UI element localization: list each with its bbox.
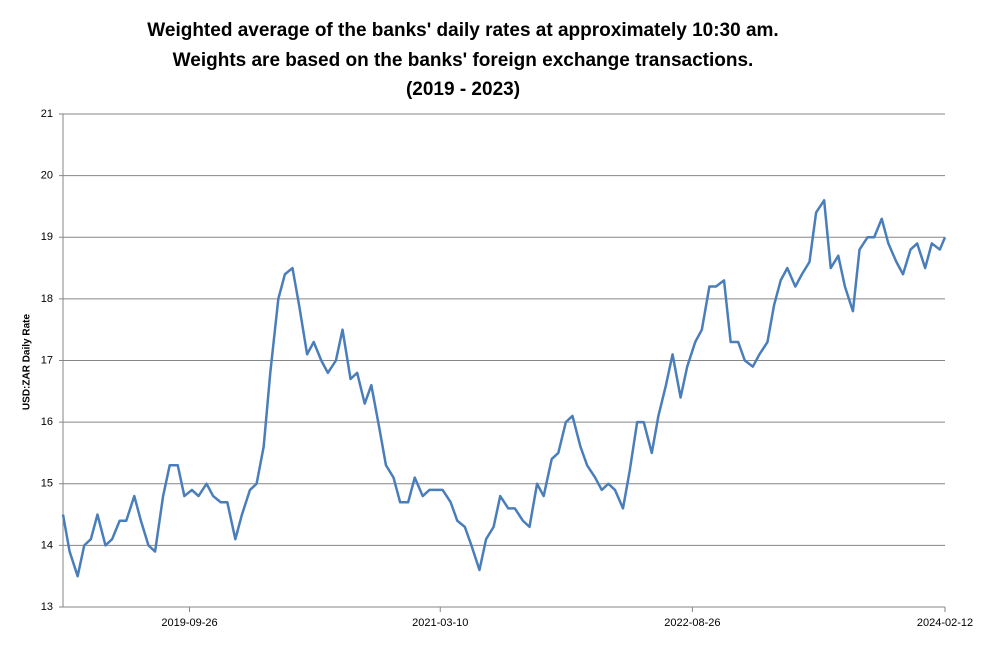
y-tick-label: 20 xyxy=(41,170,53,182)
y-tick-label: 14 xyxy=(41,539,53,551)
y-tick-label: 19 xyxy=(41,231,53,243)
data-line xyxy=(61,199,947,578)
chart-title: (2019 - 2023) xyxy=(406,79,520,100)
y-tick-label: 16 xyxy=(41,416,53,428)
y-tick-label: 13 xyxy=(41,601,53,613)
y-axis-title: USD:ZAR Daily Rate xyxy=(22,314,33,411)
x-tick-label: 2019-09-26 xyxy=(161,617,217,629)
y-tick-label: 17 xyxy=(41,354,53,366)
x-tick-label: 2024-02-12 xyxy=(917,617,973,629)
y-tick-label: 21 xyxy=(41,108,53,120)
x-tick-label: 2022-08-26 xyxy=(664,617,720,629)
x-tick-label: 2021-03-10 xyxy=(412,617,468,629)
chart-title: Weights are based on the banks' foreign … xyxy=(173,50,754,71)
chart-title: Weighted average of the banks' daily rat… xyxy=(147,20,778,41)
y-tick-label: 15 xyxy=(41,478,53,490)
y-tick-label: 18 xyxy=(41,293,53,305)
